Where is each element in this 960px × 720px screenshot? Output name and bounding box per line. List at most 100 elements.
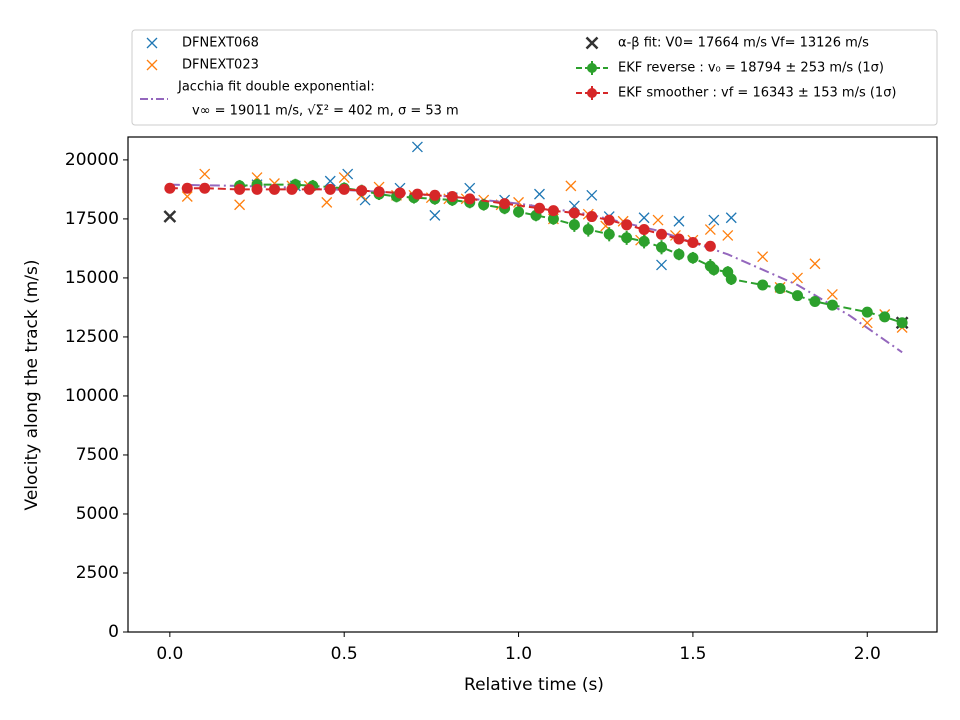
point	[181, 182, 193, 194]
point	[792, 290, 804, 302]
legend-label: EKF smoother : vf = 16343 ± 153 m/s (1σ)	[618, 86, 897, 101]
point	[861, 306, 873, 318]
legend-label: EKF reverse : v₀ = 18794 ± 253 m/s (1σ)	[618, 61, 884, 76]
point	[826, 288, 838, 300]
point	[656, 259, 667, 271]
legend-marker	[587, 63, 597, 73]
point	[656, 228, 668, 240]
point	[861, 317, 873, 329]
point	[568, 219, 580, 231]
point	[757, 279, 769, 291]
point	[725, 212, 737, 224]
point	[673, 233, 685, 245]
point	[652, 214, 664, 226]
point	[638, 235, 650, 247]
legend-marker	[146, 59, 158, 71]
point	[234, 183, 246, 195]
point	[621, 219, 633, 231]
point	[303, 183, 315, 195]
point	[164, 182, 176, 194]
legend-marker	[146, 37, 158, 49]
legend-box	[131, 29, 938, 126]
point	[722, 229, 734, 241]
point	[513, 206, 525, 218]
point	[446, 190, 458, 202]
legend-marker	[587, 88, 597, 98]
point	[464, 193, 476, 205]
legend: DFNEXT068 DFNEXT023 Jacchia fit double exp…	[131, 29, 938, 126]
legend-label: α-β fit: V0= 17664 m/s Vf= 13126 m/s	[618, 36, 869, 51]
point	[757, 251, 769, 263]
legend-marker	[585, 36, 599, 50]
point	[199, 182, 211, 194]
point	[708, 264, 720, 276]
point	[234, 199, 246, 211]
point	[809, 296, 821, 308]
point	[321, 196, 333, 208]
point	[533, 202, 545, 214]
y-tick-label: 7500	[76, 445, 119, 465]
point	[586, 211, 598, 223]
legend-label: DFNEXT023	[182, 58, 259, 73]
point	[656, 241, 668, 253]
y-tick-label: 17500	[65, 209, 119, 229]
point	[499, 198, 511, 210]
point	[268, 183, 280, 195]
point	[163, 210, 177, 223]
point	[896, 317, 908, 329]
point	[411, 188, 423, 200]
x-tick-label: 0.0	[156, 644, 183, 664]
y-tick-label: 12500	[65, 327, 119, 347]
point	[251, 183, 263, 195]
point	[534, 188, 545, 200]
point	[673, 248, 685, 260]
x-axis-label: Relative time (s)	[464, 675, 604, 695]
legend-label: v∞ = 19011 m/s, √Σ² = 402 m, σ = 53 m	[192, 104, 459, 119]
point	[338, 183, 350, 195]
legend-label: DFNEXT068	[182, 36, 259, 51]
point	[792, 272, 803, 284]
point	[687, 252, 699, 264]
point	[774, 283, 786, 295]
point	[568, 207, 580, 219]
point	[638, 224, 650, 236]
point	[356, 185, 368, 197]
point	[324, 175, 336, 187]
y-tick-label: 15000	[65, 268, 119, 288]
axes-frame	[127, 136, 938, 633]
x-tick-label: 1.5	[679, 644, 706, 664]
point	[464, 182, 476, 194]
point	[547, 205, 559, 217]
point	[687, 237, 699, 249]
point	[324, 183, 336, 195]
point	[373, 186, 385, 198]
point	[879, 311, 891, 323]
point	[429, 189, 441, 201]
point	[704, 224, 716, 235]
legend-label: Jacchia fit double exponential:	[177, 80, 375, 95]
point	[565, 180, 577, 192]
point	[725, 273, 737, 285]
point	[673, 215, 685, 227]
point	[411, 141, 423, 153]
point	[586, 189, 598, 201]
point	[394, 187, 406, 199]
point	[547, 213, 559, 225]
point	[603, 228, 615, 240]
point	[708, 214, 720, 226]
point	[704, 240, 716, 252]
point	[199, 168, 211, 180]
y-tick-label: 5000	[76, 504, 119, 524]
point	[338, 172, 350, 184]
point	[621, 232, 633, 244]
y-tick-label: 10000	[65, 386, 119, 406]
y-tick-label: 2500	[76, 563, 119, 583]
point	[286, 183, 298, 195]
point	[826, 299, 838, 311]
y-tick-label: 0	[108, 622, 119, 642]
y-tick-label: 20000	[65, 150, 119, 170]
point	[809, 258, 821, 270]
point	[603, 214, 615, 226]
x-tick-label: 1.0	[505, 644, 532, 664]
